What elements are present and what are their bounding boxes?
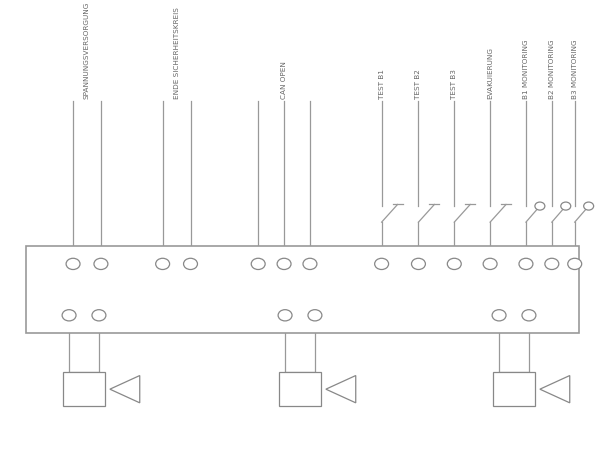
Circle shape: [374, 258, 389, 270]
Circle shape: [545, 258, 559, 270]
Text: SPANNUNGSVERSORGUNG: SPANNUNGSVERSORGUNG: [84, 2, 90, 99]
Text: TEST B2: TEST B2: [415, 69, 421, 99]
Text: B1 MONITORING: B1 MONITORING: [523, 40, 529, 99]
Circle shape: [308, 310, 322, 321]
Text: BREMSE 3: BREMSE 3: [493, 292, 535, 301]
Text: TEST B3: TEST B3: [451, 69, 457, 99]
Text: B3 MONITORING: B3 MONITORING: [572, 40, 578, 99]
Circle shape: [492, 310, 506, 321]
Text: EVAKUIERUNG: EVAKUIERUNG: [487, 47, 493, 99]
Polygon shape: [110, 376, 140, 403]
Text: CAN: CAN: [275, 279, 293, 288]
Circle shape: [412, 258, 425, 270]
Circle shape: [519, 258, 533, 270]
Bar: [279, 372, 321, 406]
Circle shape: [483, 258, 497, 270]
Polygon shape: [540, 376, 570, 403]
Circle shape: [251, 258, 265, 270]
Circle shape: [568, 258, 581, 270]
Circle shape: [92, 310, 106, 321]
Circle shape: [62, 310, 76, 321]
Circle shape: [561, 202, 571, 210]
Text: INPUTS: INPUTS: [453, 279, 484, 288]
Circle shape: [277, 258, 291, 270]
Circle shape: [66, 258, 80, 270]
Polygon shape: [326, 376, 356, 403]
Circle shape: [584, 202, 593, 210]
Circle shape: [155, 258, 170, 270]
Bar: [26, 246, 579, 333]
Circle shape: [522, 310, 536, 321]
Text: 230 V: 230 V: [75, 279, 99, 288]
Text: TEST B1: TEST B1: [379, 69, 385, 99]
Bar: [493, 372, 535, 406]
Text: BREMSE 1: BREMSE 1: [62, 292, 106, 301]
Text: ENDE SICHERHEITSKREIS: ENDE SICHERHEITSKREIS: [173, 7, 179, 99]
Circle shape: [94, 258, 108, 270]
Circle shape: [184, 258, 197, 270]
Circle shape: [278, 310, 292, 321]
Bar: [63, 372, 105, 406]
Circle shape: [535, 202, 545, 210]
Text: B2 MONITORING: B2 MONITORING: [549, 40, 555, 99]
Circle shape: [448, 258, 461, 270]
Text: BREMSE 2: BREMSE 2: [278, 292, 322, 301]
Text: 48 - 230 V
DC/AC: 48 - 230 V DC/AC: [155, 279, 198, 298]
Circle shape: [303, 258, 317, 270]
Text: CAN OPEN: CAN OPEN: [281, 61, 287, 99]
